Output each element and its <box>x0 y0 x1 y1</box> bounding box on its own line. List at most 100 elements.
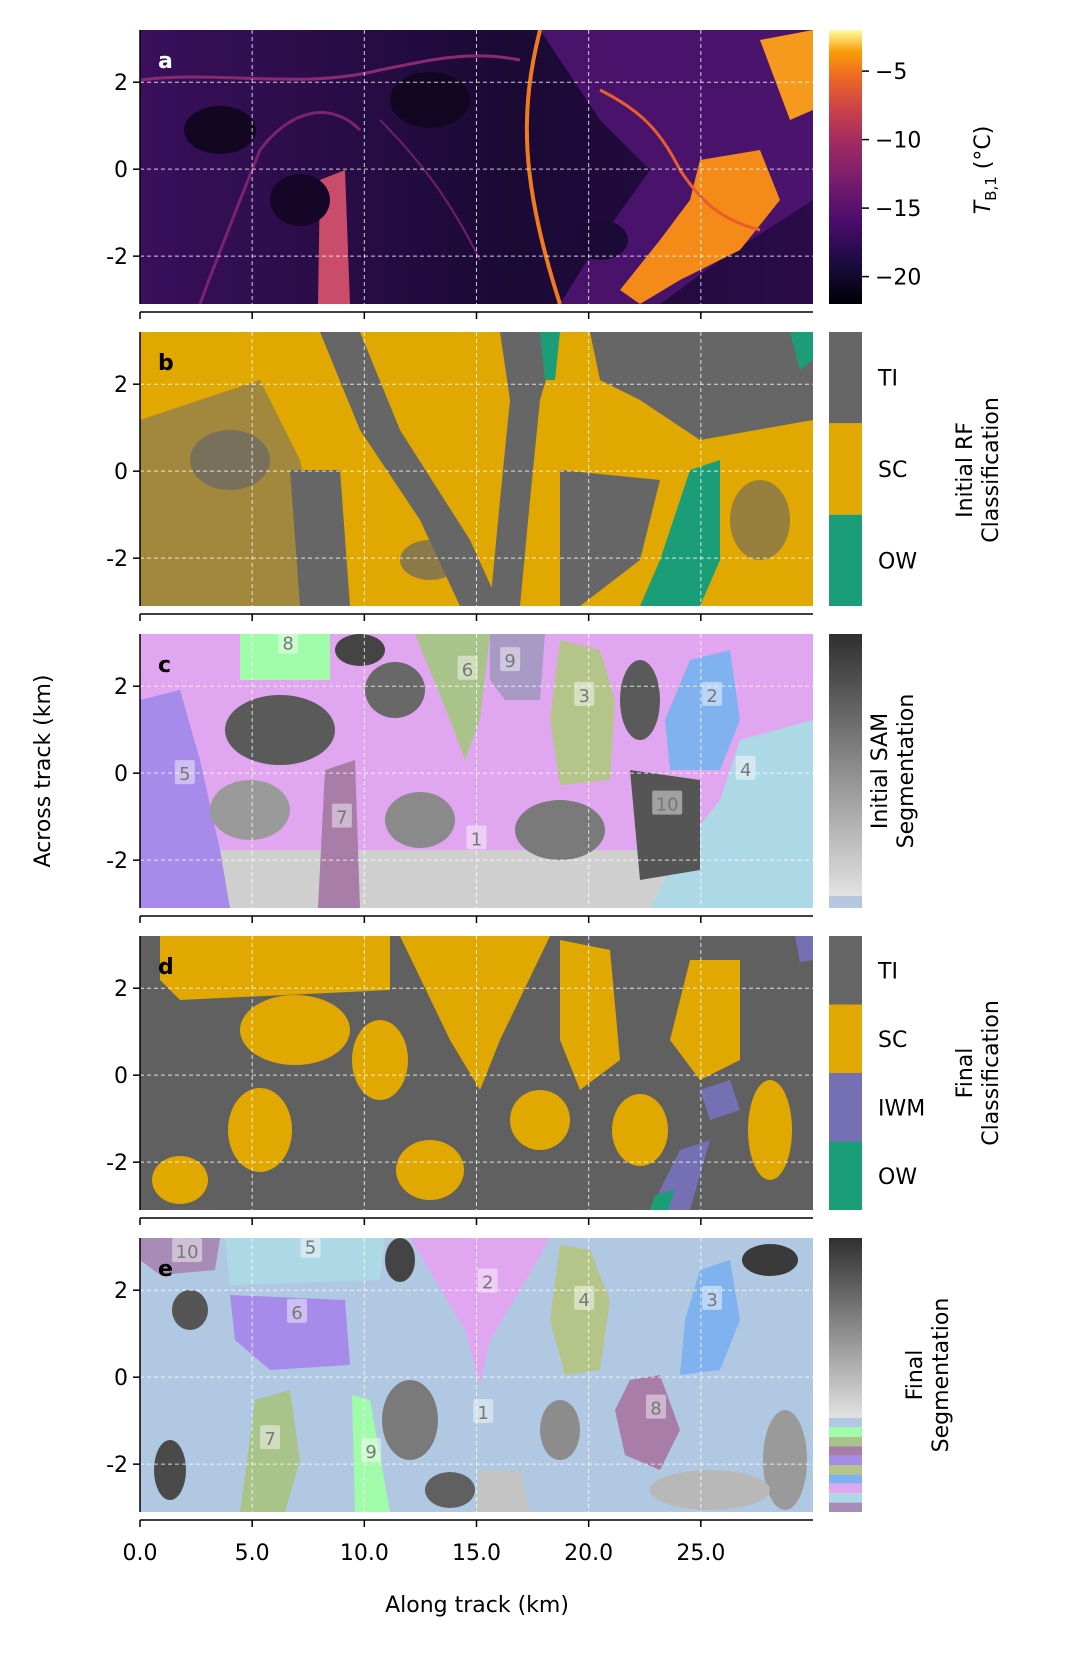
colorbar-swatch-sc <box>829 423 862 515</box>
segment-label-box <box>300 1233 321 1258</box>
y-tick-label: 0 <box>114 158 128 183</box>
panel-e-grid <box>140 1238 813 1512</box>
segment-8 <box>240 634 330 680</box>
y-axes: 2 0 -2 2 0 -2 2 0 -2 2 0 -2 2 0 -2 <box>106 30 141 1512</box>
colorbar-swatch-sc <box>829 1004 862 1073</box>
segment-7 <box>240 1390 300 1512</box>
y-tick-label: -2 <box>106 547 128 572</box>
panel-d-sc-floe <box>560 940 620 1090</box>
panel-a-floe <box>572 220 628 260</box>
colorbar-label-line: Segmentation <box>894 694 919 849</box>
colorbar-a-label: TB,1 (°C) <box>971 126 1000 215</box>
panel-a-letter: a <box>158 49 173 74</box>
panel-b-ti-region <box>140 380 330 606</box>
colorbar-a <box>829 30 862 304</box>
panel-a-grid <box>140 30 813 304</box>
segment-label: 4 <box>740 760 751 781</box>
y-tick-label: -2 <box>106 1453 128 1478</box>
x-axis-label: Along track (km) <box>385 1593 569 1618</box>
segment-8 <box>615 1375 680 1470</box>
segment-label-box <box>574 1285 595 1310</box>
segment-label: 5 <box>305 1238 316 1259</box>
panel-a-floe <box>390 72 470 128</box>
y-tick-label: 2 <box>114 977 128 1002</box>
x-tick-label: 10.0 <box>340 1541 389 1566</box>
colorbar-segment-swatch <box>829 1418 862 1428</box>
panel-d-sc-floe <box>396 1140 464 1200</box>
segment-label: 7 <box>264 1429 275 1450</box>
segment-label: 1 <box>478 1403 489 1424</box>
colorbar-segment-swatch <box>829 1446 862 1456</box>
colorbar-tick-label: −15 <box>875 197 921 222</box>
colorbar-a-ticks: −5 −10 −15 −20 <box>862 60 921 291</box>
panel-e-letter: e <box>158 1257 173 1282</box>
segment-label: 1 <box>471 829 482 850</box>
colorbar-label-line: Classification <box>979 1000 1004 1146</box>
panel-d-ow-patch <box>650 1190 675 1210</box>
panel-e-grey-floe <box>154 1440 186 1500</box>
segment-label: 10 <box>176 1242 199 1263</box>
segment-label: 8 <box>282 634 293 655</box>
x-tick-label: 0.0 <box>123 1541 158 1566</box>
colorbar-category-label: OW <box>878 549 917 574</box>
segment-label: 2 <box>482 1272 493 1293</box>
y-tick-label: 0 <box>114 1366 128 1391</box>
segment-2 <box>410 1238 550 1385</box>
panel-d-sc-floe <box>228 1088 292 1172</box>
y-axis-label: Across track (km) <box>31 674 56 867</box>
segment-9 <box>352 1395 390 1512</box>
segment-label: 6 <box>291 1303 302 1324</box>
segment-label-box <box>466 825 487 850</box>
panel-c-grey-floe <box>335 634 385 666</box>
segment-4 <box>550 1245 610 1375</box>
segment-label-box <box>287 1298 308 1323</box>
colorbar-swatch-ti <box>829 936 862 1005</box>
colorbar-segment-swatch <box>829 1502 862 1512</box>
panel-c-grey-floe <box>210 780 290 840</box>
panel-e-grey-floe <box>540 1400 580 1460</box>
segment-3 <box>680 1260 740 1375</box>
segment-5 <box>140 690 230 908</box>
panel-b-ti-region <box>560 470 660 606</box>
colorbar-swatch-ti <box>829 332 862 424</box>
x-tick-label: 20.0 <box>564 1541 613 1566</box>
segment-5 <box>225 1238 385 1285</box>
panel-a-lead-3 <box>140 54 521 82</box>
colorbar-swatch-ow <box>829 1141 862 1210</box>
y-tick-label: -2 <box>106 245 128 270</box>
colorbar-segment-swatch <box>829 1465 862 1475</box>
y-tick-label: 0 <box>114 762 128 787</box>
y-tick-label: -2 <box>106 1151 128 1176</box>
colorbar-segment-swatch <box>829 1455 862 1465</box>
x-tick-label: 15.0 <box>452 1541 501 1566</box>
panel-a-hot-patch-2 <box>760 30 813 120</box>
segment-label: 3 <box>706 1290 717 1311</box>
panel-e-grey-floe <box>172 1290 208 1330</box>
segment-label: 10 <box>656 795 679 816</box>
segment-1 <box>475 1470 530 1512</box>
segment-label: 3 <box>578 686 589 707</box>
segment-label-box <box>473 1398 494 1423</box>
segment-label-box <box>174 760 195 785</box>
y-tick-label: 2 <box>114 675 128 700</box>
segment-label-box <box>477 1268 498 1293</box>
segment-label-box <box>652 790 683 815</box>
segment-label-box <box>500 647 521 672</box>
colorbar-category-label: SC <box>878 458 907 483</box>
segment-label-box <box>702 1285 723 1310</box>
segment-2 <box>665 650 740 770</box>
y-tick-label: 2 <box>114 1279 128 1304</box>
colorbar-tick-label: −5 <box>875 60 907 85</box>
panel-c-grey-floe <box>225 695 335 765</box>
panel-d-sc-floe <box>400 936 550 1090</box>
segment-label-box <box>260 1425 281 1450</box>
colorbar-segment-swatch <box>829 1474 862 1484</box>
colorbar-e-label: FinalSegmentation <box>903 1298 954 1453</box>
colorbar-category-label: SC <box>878 1028 907 1053</box>
colorbar-label-line: Initial RF <box>953 422 978 518</box>
segment-label-box <box>574 681 595 706</box>
panel-c-segment-labels: 1 2 3 4 5 6 7 8 9 10 <box>174 629 756 850</box>
y-tick-label: 2 <box>114 373 128 398</box>
panel-d-letter: d <box>158 955 174 980</box>
panel-e-grey-floe <box>650 1470 770 1510</box>
